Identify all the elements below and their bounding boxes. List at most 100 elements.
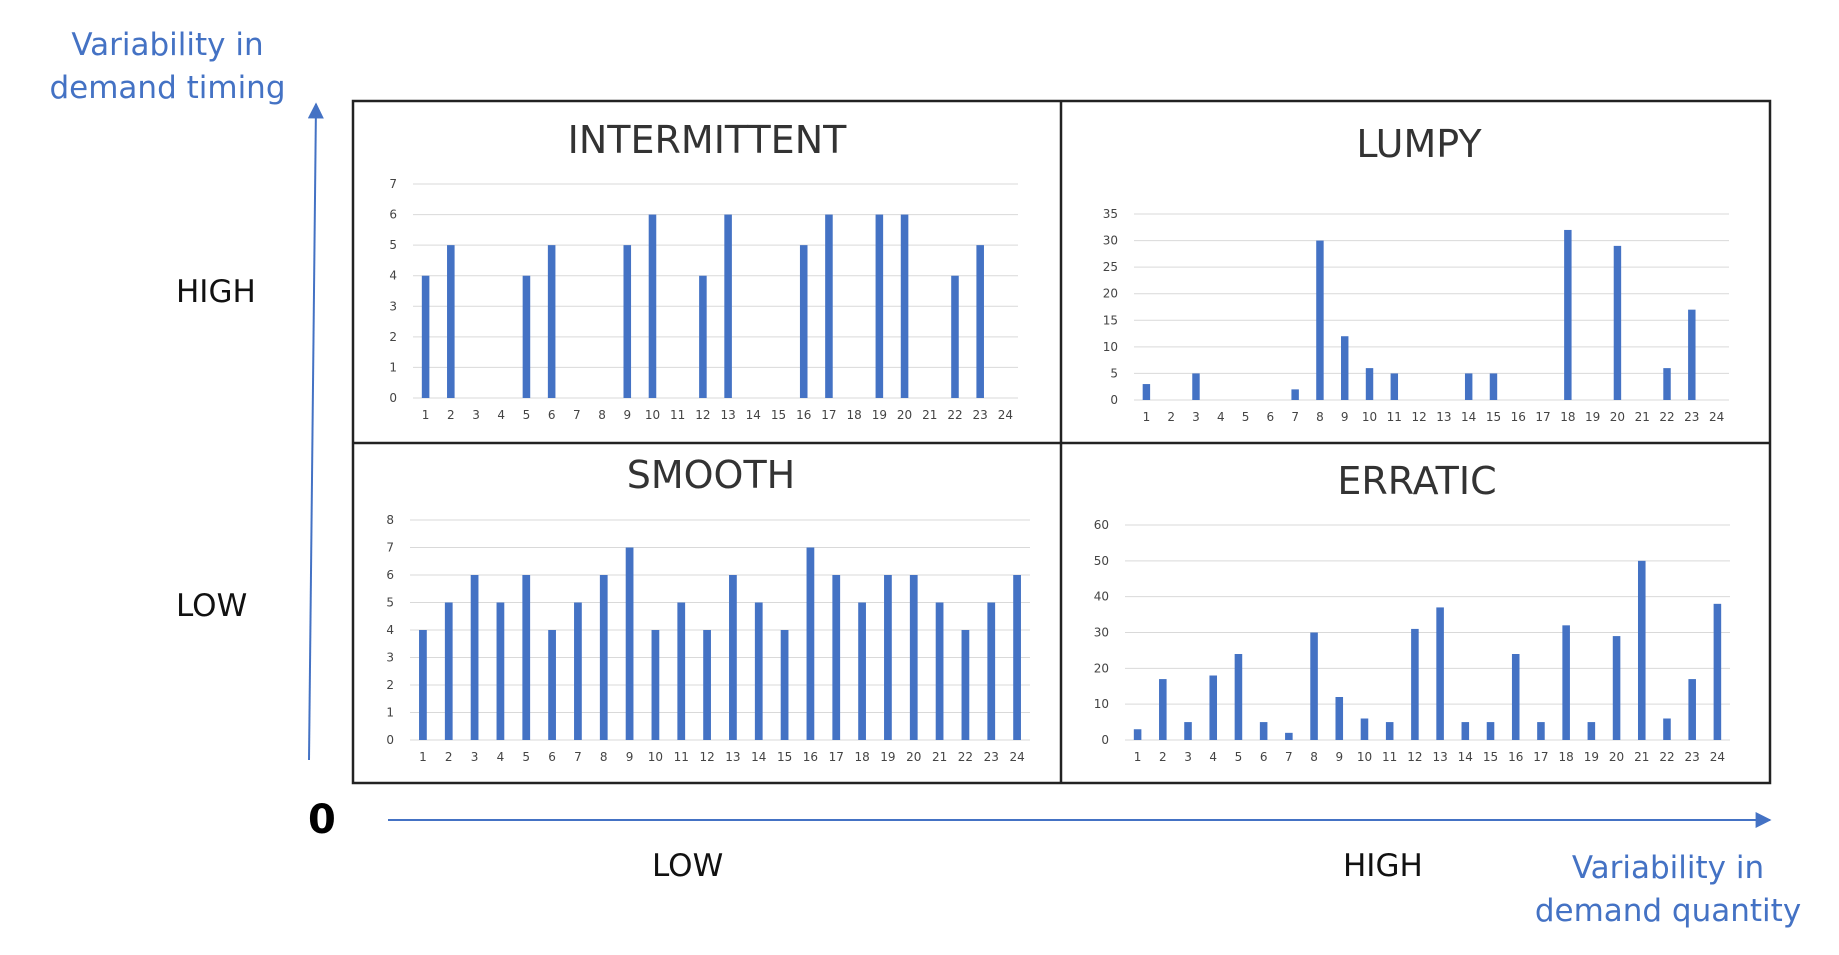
erratic-x-tick-label: 5: [1235, 750, 1243, 764]
lumpy-bar-23: [1688, 309, 1696, 400]
erratic-bar-24: [1713, 603, 1722, 740]
erratic-bar-4: [1209, 675, 1218, 740]
x-axis-title: Variability in demand quantity: [1508, 847, 1828, 933]
smooth-x-tick-label: 10: [648, 750, 663, 764]
smooth-bar-3: [470, 575, 479, 740]
intermittent-x-tick-label: 12: [695, 408, 710, 422]
erratic-x-tick-label: 12: [1407, 750, 1422, 764]
erratic-bar-16: [1511, 654, 1520, 740]
x-level-low: LOW: [652, 848, 724, 884]
erratic-y-tick-label: 60: [1094, 518, 1109, 532]
lumpy-x-tick-label: 8: [1316, 410, 1324, 424]
smooth-bar-5: [522, 575, 531, 740]
intermittent-x-tick-label: 17: [821, 408, 836, 422]
lumpy-bar-1: [1142, 384, 1151, 400]
smooth-bar-1: [419, 630, 427, 740]
lumpy-x-tick-label: 13: [1436, 410, 1451, 424]
smooth-y-tick-label: 0: [386, 733, 394, 747]
lumpy-y-tick-label: 15: [1103, 313, 1118, 327]
erratic-y-tick-label: 0: [1101, 733, 1109, 747]
intermittent-x-tick-label: 5: [523, 408, 531, 422]
intermittent-y-tick-label: 1: [389, 360, 397, 374]
smooth-x-tick-label: 5: [522, 750, 530, 764]
intermittent-x-tick-label: 18: [847, 408, 862, 422]
smooth-x-tick-label: 7: [574, 750, 582, 764]
intermittent-bar-23: [976, 245, 984, 398]
smooth-x-tick-label: 8: [600, 750, 608, 764]
erratic-x-tick-label: 6: [1260, 750, 1268, 764]
erratic-x-tick-label: 9: [1335, 750, 1343, 764]
lumpy-bar-8: [1316, 240, 1324, 400]
intermittent-x-tick-label: 19: [872, 408, 887, 422]
erratic-x-tick-label: 10: [1357, 750, 1372, 764]
erratic-bar-22: [1663, 718, 1671, 740]
erratic-x-tick-label: 20: [1609, 750, 1624, 764]
lumpy-x-tick-label: 23: [1684, 410, 1699, 424]
intermittent-y-tick-label: 2: [389, 330, 397, 344]
smooth-y-tick-label: 5: [386, 596, 394, 610]
erratic-bar-10: [1360, 718, 1369, 740]
smooth-bar-22: [961, 630, 970, 740]
erratic-x-tick-label: 13: [1432, 750, 1447, 764]
smooth-x-tick-label: 16: [803, 750, 818, 764]
erratic-bar-23: [1688, 679, 1696, 740]
intermittent-y-tick-label: 5: [389, 238, 397, 252]
intermittent-x-tick-label: 16: [796, 408, 811, 422]
lumpy-bar-22: [1663, 368, 1671, 400]
lumpy-bar-11: [1390, 373, 1399, 400]
lumpy-x-tick-label: 11: [1387, 410, 1402, 424]
lumpy-bar-9: [1341, 336, 1349, 400]
lumpy-x-tick-label: 16: [1511, 410, 1526, 424]
y-axis-title: Variability in demand timing: [20, 24, 315, 110]
lumpy-x-tick-label: 3: [1192, 410, 1200, 424]
erratic-bar-11: [1385, 722, 1394, 740]
lumpy-y-tick-label: 20: [1103, 287, 1118, 301]
erratic-x-tick-label: 16: [1508, 750, 1523, 764]
lumpy-x-tick-label: 7: [1291, 410, 1299, 424]
lumpy-y-tick-label: 35: [1103, 207, 1118, 221]
smooth-y-tick-label: 6: [386, 568, 394, 582]
smooth-x-tick-label: 18: [854, 750, 869, 764]
x-level-high: HIGH: [1343, 848, 1423, 884]
erratic-bar-18: [1562, 625, 1570, 740]
erratic-chart-title: ERRATIC: [1337, 459, 1496, 503]
intermittent-x-tick-label: 4: [497, 408, 505, 422]
erratic-x-tick-label: 15: [1483, 750, 1498, 764]
smooth-x-tick-label: 2: [445, 750, 453, 764]
smooth-bar-18: [858, 602, 866, 740]
erratic-bar-9: [1335, 697, 1344, 740]
erratic-bar-20: [1612, 636, 1621, 740]
smooth-x-tick-label: 24: [1009, 750, 1024, 764]
y-level-high: HIGH: [176, 274, 256, 310]
intermittent-x-tick-label: 22: [947, 408, 962, 422]
smooth-bar-16: [806, 547, 815, 740]
intermittent-chart-title: INTERMITTENT: [568, 118, 847, 162]
erratic-x-tick-label: 17: [1533, 750, 1548, 764]
intermittent-x-tick-label: 7: [573, 408, 581, 422]
erratic-bar-12: [1411, 628, 1419, 740]
smooth-bar-13: [729, 575, 737, 740]
erratic-x-tick-label: 19: [1584, 750, 1599, 764]
smooth-bar-14: [754, 602, 763, 740]
intermittent-x-tick-label: 8: [598, 408, 606, 422]
intermittent-y-tick-label: 4: [389, 269, 397, 283]
smooth-bar-10: [651, 630, 660, 740]
intermittent-x-tick-label: 15: [771, 408, 786, 422]
erratic-x-tick-label: 7: [1285, 750, 1293, 764]
smooth-x-tick-label: 15: [777, 750, 792, 764]
intermittent-x-tick-label: 2: [447, 408, 455, 422]
smooth-x-tick-label: 22: [958, 750, 973, 764]
lumpy-x-tick-label: 21: [1635, 410, 1650, 424]
intermittent-bar-20: [900, 214, 909, 398]
intermittent-x-tick-label: 13: [720, 408, 735, 422]
lumpy-x-tick-label: 15: [1486, 410, 1501, 424]
smooth-x-tick-label: 4: [497, 750, 505, 764]
lumpy-x-tick-label: 18: [1560, 410, 1575, 424]
smooth-bar-15: [780, 630, 789, 740]
intermittent-x-tick-label: 23: [973, 408, 988, 422]
smooth-bar-23: [987, 602, 996, 740]
intermittent-y-tick-label: 6: [389, 208, 397, 222]
erratic-x-tick-label: 4: [1209, 750, 1217, 764]
